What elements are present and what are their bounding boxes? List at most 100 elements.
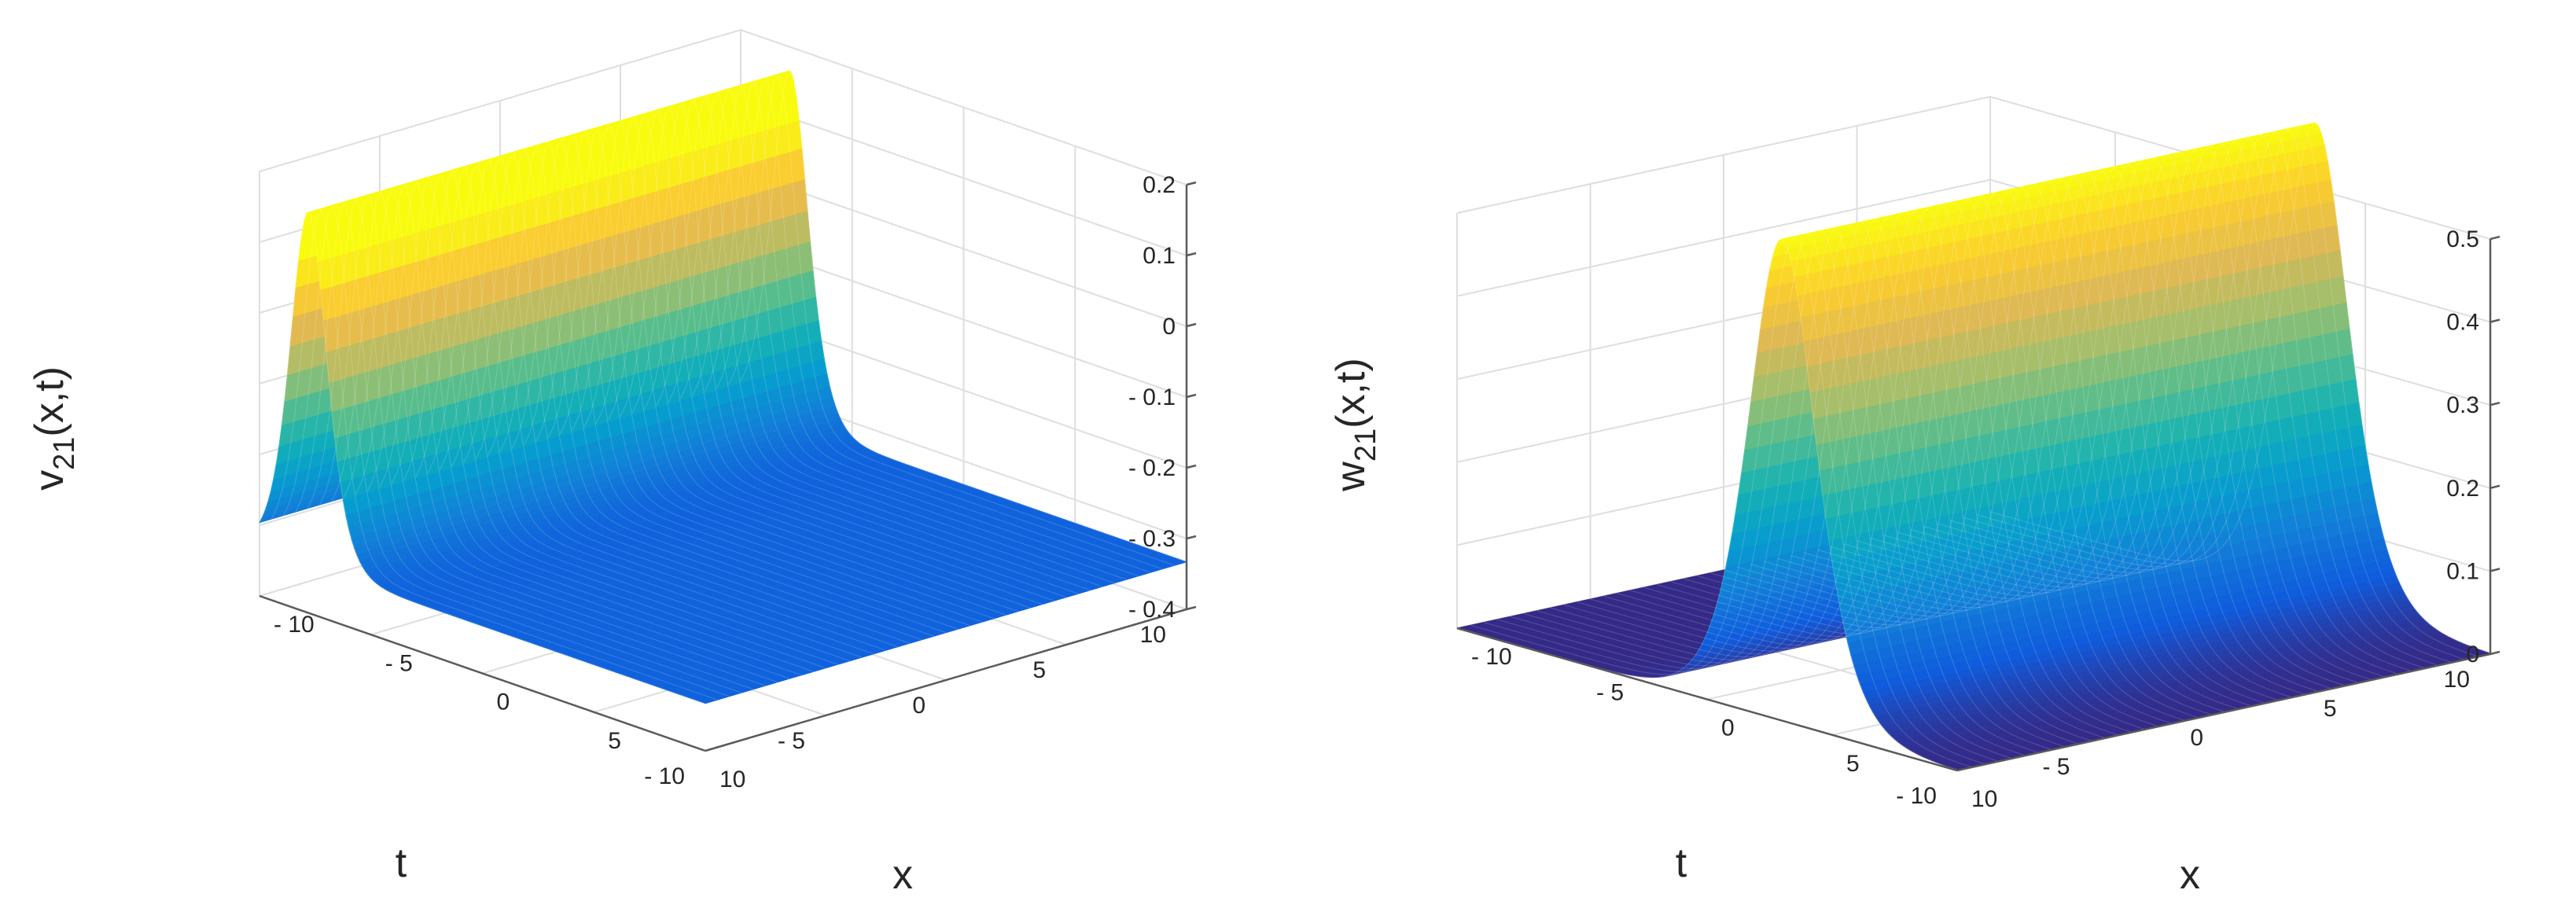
surface-mesh-line [499,141,947,634]
surface-mesh-line [1470,235,1971,767]
surface-mesh-line [511,137,959,630]
z-tick-label: 0.1 [2446,558,2479,584]
surface-mesh-line [1937,134,2438,666]
surface-mesh-line [1857,151,2357,683]
plot-w21-zlabel-tail: (x,t) [1328,358,1374,428]
surface-mesh-line [1976,125,2478,657]
surface-mesh-line [595,112,1043,605]
z-tick [2490,650,2501,656]
z-tick [2490,568,2501,572]
surface-mesh-line [1550,218,2051,750]
surface-mesh-line [1790,165,2291,697]
x-tick-label: - 5 [385,650,413,676]
surface-mesh-line [1723,180,2225,712]
surface-mesh-line [1590,209,2091,741]
surface-plot-w21: 0 0.1 0.2 0.3 0.4 0.5 10 5 0 - 5 - 10 - 10 - 5 0 5 10 w… [1328,95,2501,898]
surface-mesh-line [343,186,790,679]
z-tick [2490,235,2501,241]
surface-mesh-line [1696,186,2198,718]
z-tick-label: 0 [2466,642,2479,667]
surface-mesh-line [475,148,922,641]
surface-mesh-line [270,208,718,701]
surface-mesh-line [716,77,1163,570]
t-tick-label: 0 [2190,725,2203,751]
surface-mesh-line [1510,226,2011,759]
surface-mesh-line [1883,145,2384,677]
surface-plot-v21: - 0.4 - 0.3 - 0.2 - 0.1 0 0.1 0.2 10 5 0 - 5 - 10 - … [27,28,1197,898]
z-tick [1186,393,1197,399]
plot-w21-tick-labels: 0 0.1 0.2 0.3 0.4 0.5 10 5 0 - 5 - 10 - 10 - 5 0 5 10 [1471,226,2479,812]
x-tick-label: 0 [1721,715,1735,741]
surface-mesh-line [1684,189,2184,721]
t-tick-label: 0 [912,693,926,719]
surface-mesh-line [259,211,706,704]
plot-v21-zlabel: v21(x,t) [27,366,81,491]
surface-mesh-line [367,179,814,672]
plot-v21-surface [259,70,1188,704]
surface-mesh-line [692,84,1139,577]
plot-v21-zlabel-main: v [27,470,72,491]
t-axis [705,608,1187,752]
z-tick-label: 0.2 [1143,172,1176,198]
surface-mesh-line [1523,223,2024,756]
t-tick-label: 10 [1140,622,1166,648]
surface-mesh-line [1736,177,2238,709]
surface-mesh-line [1803,163,2304,695]
plot-v21-tlabel: t [396,840,407,886]
x-tick-label: - 5 [1596,679,1624,705]
plot-v21-zlabel-sub: 21 [48,437,81,470]
surface-mesh-line [608,108,1054,601]
surface-mesh-line [415,165,863,658]
surface-mesh-line [704,80,1151,573]
surface-mesh-line [560,123,1006,616]
z-tick [2490,401,2501,406]
x-tick-label: 10 [1971,786,1997,812]
surface-mesh-line [1989,122,2491,654]
z-tick [1186,181,1197,186]
x-tick-label: 5 [1846,751,1860,777]
t-tick-label: 10 [2444,667,2470,693]
surface-mesh-line [451,155,898,648]
surface-mesh-line [1483,232,1985,764]
surface-mesh-line [1670,192,2171,724]
z-tick [1186,605,1197,611]
t-tick-label: - 5 [778,728,805,754]
surface-mesh-line [1603,206,2104,738]
surface-mesh-line [379,176,826,669]
surface-mesh-line [427,162,874,655]
z-tick-label: - 0.4 [1128,597,1176,623]
surface-mesh-line [1950,131,2451,663]
surface-mesh-line [331,190,778,683]
surface-mesh-line [631,101,1079,594]
surface-mesh-line [319,193,766,686]
z-tick-label: 0.4 [2446,310,2479,336]
plot-w21-axes [1456,235,2501,772]
surface-mesh-line [1617,203,2118,735]
x-axis [259,594,706,752]
surface-mesh-line [1897,142,2398,675]
plot-w21-tlabel: t [1676,840,1687,886]
z-tick-label: - 0.1 [1128,384,1176,410]
surface-mesh-line [1870,148,2371,680]
surface-mesh-line [668,91,1115,584]
surface-mesh-line [440,158,886,651]
z-tick-label: 0.3 [2446,392,2479,418]
plot-w21-zlabel-sub: 21 [1349,428,1382,462]
surface-mesh-line [1657,194,2158,726]
surface-mesh-line [547,127,995,620]
t-tick-label: 5 [1032,657,1046,683]
surface-mesh-line [1910,139,2411,671]
surface-mesh-line [488,144,934,637]
surface-mesh-line [1816,160,2317,692]
plot-v21-tick-labels: - 0.4 - 0.3 - 0.2 - 0.1 0 0.1 0.2 10 5 0 - 5 - 10 - … [274,172,1176,792]
surface-mesh-line [740,70,1187,563]
surface-mesh-line [463,151,911,644]
surface-mesh-line [583,116,1031,609]
z-tick-label: 0.2 [2446,476,2479,502]
x-tick-label: - 10 [1471,644,1512,670]
x-tick-label: 0 [497,689,510,715]
surface-mesh-line [1536,221,2037,753]
surface-mesh-line [355,183,802,676]
surface-mesh-line [620,105,1067,598]
